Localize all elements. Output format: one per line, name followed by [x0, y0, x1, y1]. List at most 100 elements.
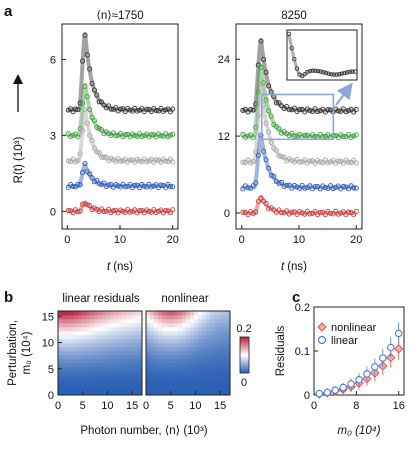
trace-point-1-3	[248, 132, 254, 138]
hm1-cell-1-7	[62, 363, 67, 368]
hm2-cell-15-19	[206, 315, 211, 320]
panel-b-ylabel-line1: Perturbation,	[7, 320, 19, 386]
hm2-cell-12-18	[194, 319, 199, 324]
inset-point-16	[307, 68, 313, 74]
hm1-cell-17-12	[126, 343, 131, 348]
hm1-cell-2-20	[66, 311, 71, 316]
hm2-cell-6-5	[170, 371, 175, 376]
heatmap-y-tick-label-0: 0	[48, 390, 54, 402]
c-point-1-1	[323, 388, 331, 397]
hm2-cell-10-18	[186, 319, 191, 324]
hm1-cell-6-10	[82, 351, 87, 356]
hm2-cell-1-14	[150, 335, 155, 340]
hm2-cell-4-14	[162, 335, 167, 340]
inset-point-42	[342, 70, 347, 76]
hm1-cell-0-5	[58, 371, 63, 376]
hm2-cell-14-18	[202, 319, 207, 324]
hm2-cell-15-20	[206, 311, 211, 316]
hm1-cell-5-10	[78, 351, 83, 356]
trace-point-0-27	[309, 108, 316, 115]
c-point-1-0	[315, 389, 324, 398]
hm2-cell-14-11	[202, 347, 207, 352]
trace-point-3-4	[250, 183, 256, 189]
hm1-cell-12-16	[106, 327, 111, 332]
panel-a-right-xlabel-var: t	[281, 261, 285, 273]
hm2-cell-16-7	[210, 363, 215, 368]
trace-point-0-29	[315, 108, 321, 115]
trace-point-0-19	[289, 107, 295, 113]
zoom-region-box	[260, 93, 335, 141]
panel-a-right-ticks: 0 10 20 0 12 24	[218, 54, 363, 246]
hm1-cell-14-5	[114, 371, 119, 376]
trace-point-0-4	[250, 107, 256, 113]
trace-series-3	[240, 132, 359, 192]
trace-point-0-44	[170, 106, 176, 112]
hm1-cell-2-13	[66, 339, 71, 344]
trace-point-0-29	[134, 108, 140, 114]
trace-point-0-10	[89, 80, 95, 87]
hm2-cell-16-11	[210, 347, 215, 352]
hm2-cell-3-8	[158, 359, 163, 364]
hm2-cell-11-4	[190, 375, 195, 380]
hm1-cell-8-17	[90, 323, 95, 328]
hm2-cell-7-4	[174, 375, 179, 380]
inset-point-2	[289, 45, 294, 51]
hm2-cell-20-19	[226, 315, 231, 320]
hm1-cell-11-12	[102, 343, 107, 348]
hm2-cell-13-19	[198, 315, 203, 320]
hm1-cell-4-7	[74, 363, 79, 368]
trace-point-2-10	[89, 137, 95, 144]
hm1-cell-17-3	[126, 379, 131, 384]
hm1-cell-13-6	[110, 367, 115, 372]
hm1-cell-15-7	[118, 363, 123, 368]
trace-point-0-28	[312, 106, 318, 112]
hm1-cell-4-12	[74, 343, 79, 348]
hm2-cell-7-5	[174, 371, 179, 376]
hm2-cell-6-13	[170, 339, 175, 344]
hm2-cell-4-9	[162, 355, 167, 360]
trace-point-3-6	[255, 152, 261, 158]
hm1-cell-19-16	[134, 327, 139, 332]
hm2-cell-7-6	[174, 367, 179, 372]
trace-point-4-15	[278, 210, 285, 216]
hm1-cell-4-5	[74, 371, 79, 376]
hm2-cell-4-2	[162, 383, 167, 388]
hm2-cell-16-14	[210, 335, 215, 340]
trace-point-0-17	[106, 103, 112, 109]
hm2-cell-7-12	[174, 343, 179, 348]
hm2-cell-9-10	[182, 351, 187, 356]
c-point-1-9	[387, 343, 395, 352]
hm2-cell-12-14	[194, 335, 199, 340]
trace-point-1-14	[276, 126, 282, 132]
trace-series-2	[65, 106, 176, 165]
hm2-cell-11-17	[190, 323, 195, 328]
trace-point-1-10	[266, 108, 272, 114]
hm1-cell-0-20	[58, 311, 63, 316]
hm1-cell-14-6	[114, 367, 119, 372]
hm2-cell-17-4	[214, 375, 219, 380]
hm1-cell-10-18	[98, 319, 103, 324]
trace-point-0-26	[307, 108, 313, 114]
trace-point-3-39	[340, 183, 346, 190]
hm2-cell-2-4	[154, 375, 159, 380]
trace-point-3-10	[89, 175, 95, 181]
hm2-cell-20-14	[226, 335, 231, 340]
hm2-cell-1-11	[150, 347, 155, 352]
hm2-cell-4-19	[162, 315, 167, 320]
hm1-cell-15-12	[118, 343, 123, 348]
hm1-cell-20-2	[138, 383, 143, 388]
trace-point-4-19	[289, 209, 295, 215]
hm1-cell-18-16	[130, 327, 135, 332]
trace-point-3-18	[286, 182, 292, 188]
panel-c-legend: nonlinear linear	[317, 322, 377, 347]
hm2-cell-20-8	[226, 359, 231, 364]
hm2-cell-17-17	[214, 323, 219, 328]
hm1-cell-8-12	[90, 343, 95, 348]
hm2-cell-0-12	[146, 343, 151, 348]
panel-label-a: a	[4, 3, 13, 20]
hm1-cell-9-19	[94, 315, 99, 320]
inset-point-24	[318, 69, 323, 74]
hm2-cell-10-13	[186, 339, 191, 344]
hm2-cell-15-4	[206, 375, 211, 380]
trace-point-1-43	[167, 132, 173, 138]
